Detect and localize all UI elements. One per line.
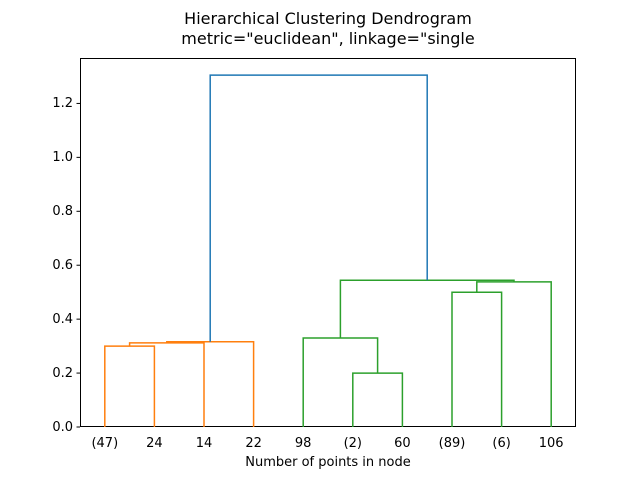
x-tick-label: 22 [245, 436, 262, 451]
x-tick-label: 60 [394, 436, 411, 451]
x-tick-label: (47) [91, 436, 119, 451]
dendrogram-link [302, 337, 379, 427]
dendrogram-link [128, 342, 205, 427]
chart-title-block: Hierarchical Clustering Dendrogram metri… [80, 9, 576, 48]
x-tick-label: 106 [538, 436, 564, 451]
x-tick-label: 14 [195, 436, 213, 451]
dendrogram-link [352, 372, 404, 427]
y-tick-label: 1.0 [52, 149, 73, 165]
dendrogram-link [476, 281, 552, 427]
dendrogram-link [339, 279, 515, 338]
x-tick-label: (89) [438, 436, 466, 451]
dendrogram-link [104, 345, 156, 427]
y-tick-label: 0.0 [52, 419, 73, 435]
dendrogram-link [209, 74, 428, 342]
dendrogram-link [451, 291, 503, 427]
y-tick-label: 0.6 [52, 257, 73, 273]
y-tick-label: 0.4 [52, 311, 73, 327]
y-tick-label: 1.2 [52, 95, 73, 111]
y-tick-label: 0.2 [52, 365, 73, 381]
y-tick-label: 0.8 [52, 203, 73, 219]
chart-title: Hierarchical Clustering Dendrogram [184, 9, 472, 28]
x-axis-label: Number of points in node [245, 455, 411, 470]
x-tick-label: (6) [492, 436, 511, 451]
dendrogram-link [166, 341, 255, 427]
x-tick-label: 24 [146, 436, 163, 451]
chart-subtitle: metric="euclidean", linkage="single [181, 28, 475, 48]
x-tick-label: (2) [343, 436, 362, 451]
x-tick-label: 98 [294, 436, 312, 451]
plot-area [80, 58, 576, 427]
